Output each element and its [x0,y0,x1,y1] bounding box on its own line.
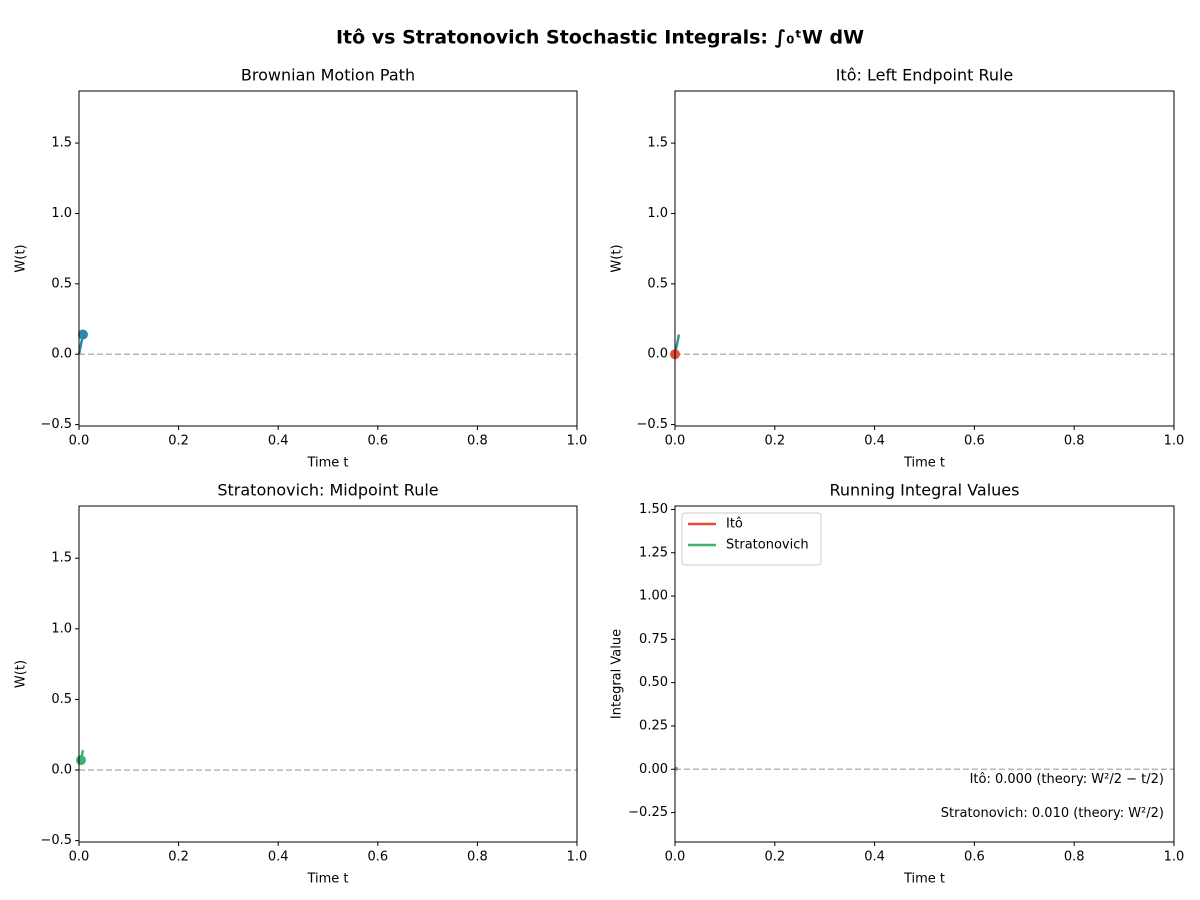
y-tick-label: −0.25 [628,805,668,820]
y-tick-label: 1.25 [639,545,668,560]
legend-label: Stratonovich [726,538,809,553]
x-tick-label: 0.4 [864,850,885,865]
x-tick-label: 0.6 [367,434,388,449]
x-tick-label: 0.0 [665,434,686,449]
axes-frame [78,505,578,843]
y-tick-label: −0.5 [40,417,72,432]
legend: Itô Stratonovich [681,512,822,566]
y-tick-label: 1.0 [647,206,668,221]
x-axis-label: Time t [306,456,348,471]
x-tick-label: 0.0 [69,434,90,449]
x-tick-label: 0.6 [964,850,985,865]
panel-title: Brownian Motion Path [241,66,415,85]
y-tick-label: 0.0 [51,763,72,778]
x-tick-label: 0.2 [764,850,785,865]
y-tick-label: 1.5 [51,551,72,566]
x-tick-label: 0.2 [168,850,189,865]
panel: Running Integral Values Time t Integral Va… [610,481,1185,887]
x-tick-label: 0.4 [268,434,289,449]
y-tick-label: 0.25 [639,718,668,733]
panel-title: Itô: Left Endpoint Rule [836,66,1014,85]
x-tick-label: 0.8 [467,434,488,449]
annotation: Stratonovich: 0.010 (theory: W²/2) [941,806,1164,821]
axes-frame [674,90,1175,427]
y-axis-label: Integral Value [610,629,625,719]
y-tick-label: 1.0 [51,206,72,221]
y-tick-label: 0.5 [647,276,668,291]
panel: Brownian Motion Path Time t W(t) 0.0 0.2 0.4 0… [14,66,588,471]
y-axis-label: W(t) [14,244,29,272]
y-tick-label: 0.50 [639,675,668,690]
y-tick-label: 1.50 [639,502,668,517]
y-axis-label: W(t) [14,660,29,688]
figure-title: Itô vs Stratonovich Stochastic Integrals… [336,27,864,49]
x-tick-label: 0.8 [1064,850,1085,865]
y-tick-label: 1.5 [51,136,72,151]
x-axis-label: Time t [903,456,945,471]
y-tick-label: 0.75 [639,632,668,647]
y-axis-label: W(t) [610,244,625,272]
panel-title: Running Integral Values [830,481,1020,500]
y-tick-label: 1.5 [647,136,668,151]
panel: Itô: Left Endpoint Rule Time t W(t) 0.0 0.2 0… [610,66,1185,471]
axes-frame [78,90,578,427]
x-axis-label: Time t [903,872,945,887]
legend-label: Itô [726,517,743,532]
y-tick-label: 0.00 [639,762,668,777]
x-tick-label: 0.4 [864,434,885,449]
x-tick-label: 0.4 [268,850,289,865]
x-tick-label: 0.6 [964,434,985,449]
series-point [75,755,86,766]
legend-box [681,512,822,566]
y-tick-label: −0.5 [636,417,668,432]
y-tick-label: 0.0 [51,347,72,362]
annotation: Itô: 0.000 (theory: W²/2 − t/2) [970,772,1164,787]
y-tick-label: 0.5 [51,692,72,707]
x-tick-label: 0.6 [367,850,388,865]
x-tick-label: 1.0 [1164,434,1185,449]
y-tick-label: 0.5 [51,276,72,291]
x-axis-label: Time t [306,872,348,887]
x-tick-label: 0.2 [764,434,785,449]
y-tick-label: −0.5 [40,833,72,848]
x-tick-label: 0.8 [467,850,488,865]
x-tick-label: 1.0 [567,434,588,449]
series-point [77,329,88,340]
x-tick-label: 0.2 [168,434,189,449]
x-tick-label: 1.0 [567,850,588,865]
y-tick-label: 1.0 [51,621,72,636]
axes-frame [674,505,1175,843]
x-tick-label: 0.8 [1064,434,1085,449]
x-tick-label: 0.0 [665,850,686,865]
panel: Stratonovich: Midpoint Rule Time t W(t) 0.0… [14,481,588,887]
panel-title: Stratonovich: Midpoint Rule [217,481,438,500]
y-tick-label: 1.00 [639,589,668,604]
x-tick-label: 0.0 [69,850,90,865]
y-tick-label: 0.0 [647,347,668,362]
x-tick-label: 1.0 [1164,850,1185,865]
